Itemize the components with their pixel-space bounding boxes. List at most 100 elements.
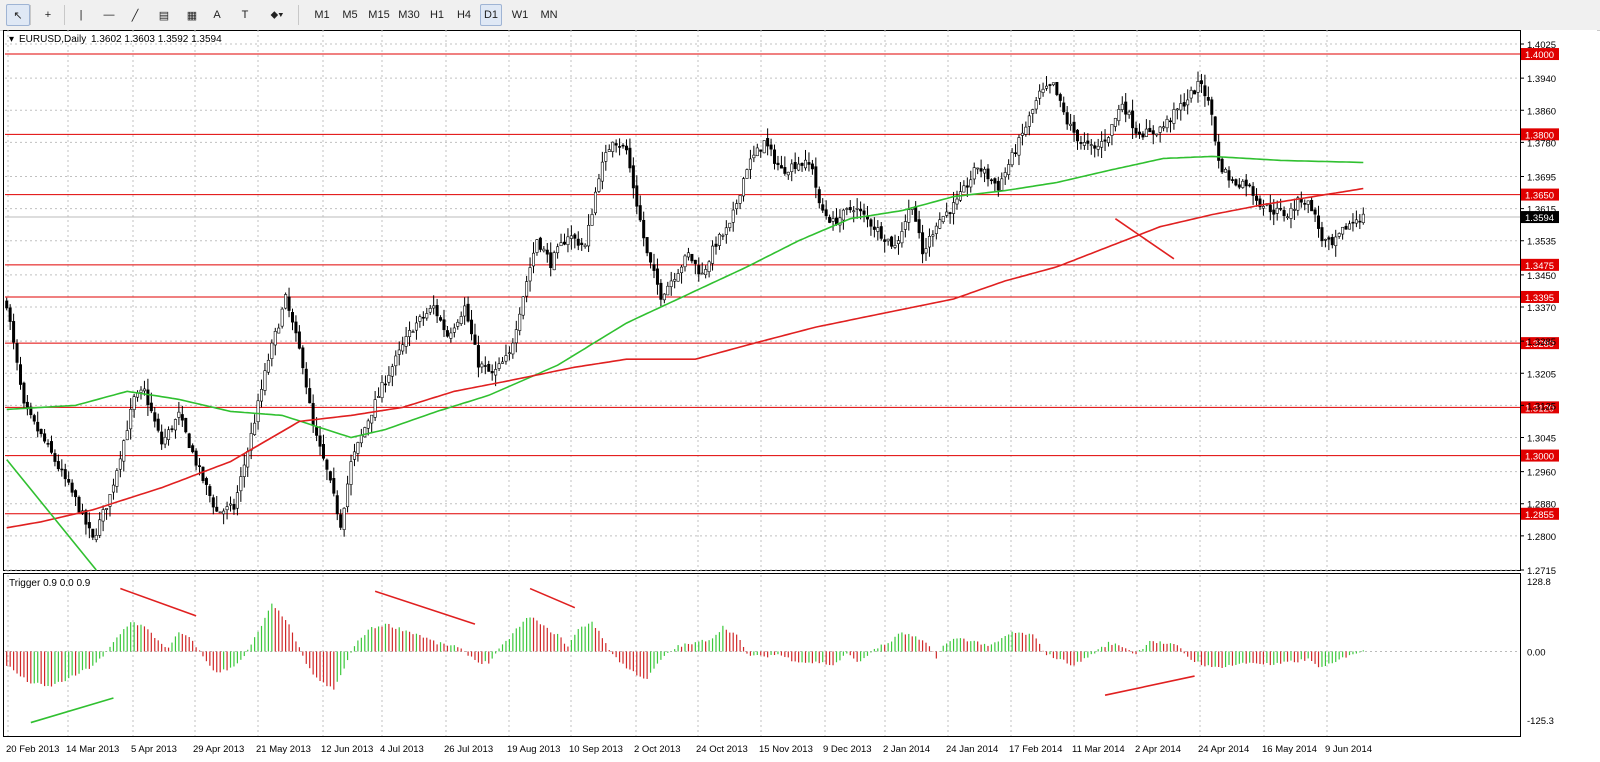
candle-bull — [1069, 123, 1073, 126]
candle-bear — [948, 212, 952, 215]
price-tick-label: 1.3940 — [1527, 74, 1556, 85]
candle-bull — [514, 329, 518, 344]
candle-bear — [74, 490, 78, 498]
candle-bear — [36, 421, 40, 432]
candle-bull — [101, 509, 105, 522]
indicator-tick-label: 128.8 — [1527, 577, 1551, 588]
candle-bull — [786, 171, 790, 176]
candle-bull — [229, 503, 233, 506]
candle-bear — [211, 497, 215, 508]
timeframe-m1-button[interactable]: M1 — [314, 9, 330, 21]
level-price-badge — [1521, 337, 1559, 350]
timeframe-w1-button[interactable]: W1 — [511, 9, 529, 21]
candle-bull — [559, 242, 563, 247]
candle-bear — [53, 453, 57, 462]
candle-bull — [1341, 226, 1345, 235]
candle-bear — [1141, 133, 1145, 138]
timeframe-h4-button[interactable]: H4 — [456, 9, 472, 21]
timeframe-h1-button[interactable]: H1 — [429, 9, 445, 21]
candle-bear — [170, 428, 174, 430]
candle-bear — [1131, 110, 1135, 129]
date-label: 26 Jul 2013 — [444, 744, 493, 755]
vertical-line-icon[interactable]: | — [79, 9, 83, 21]
indicator-trendline — [120, 587, 197, 617]
candle-bull — [1045, 85, 1049, 89]
indicator-tick-label: -125.3 — [1527, 716, 1554, 727]
candle-bull — [273, 331, 277, 346]
candle-bull — [700, 272, 704, 275]
candle-bear — [198, 465, 202, 467]
candle-bull — [132, 396, 136, 410]
level-price-label: 1.3120 — [1525, 403, 1554, 414]
text-label-icon[interactable]: T — [241, 9, 249, 21]
current-price-badge — [1521, 211, 1559, 224]
trendline-icon[interactable]: ╱ — [131, 9, 139, 22]
candle-bear — [1182, 102, 1186, 107]
candle-bull — [683, 255, 687, 268]
candle-bear — [421, 316, 425, 319]
symbol-menu-icon[interactable]: ▾ — [9, 34, 14, 45]
candle-bull — [94, 535, 98, 540]
price-trendline — [1114, 218, 1175, 260]
candle-bull — [1189, 89, 1193, 99]
candle-bear — [807, 162, 811, 165]
candle-bear — [46, 443, 50, 445]
timeframe-m5-button[interactable]: M5 — [342, 9, 358, 21]
candle-bear — [156, 418, 160, 431]
candle-bear — [466, 303, 470, 322]
candle-bear — [332, 478, 336, 494]
candle-bear — [549, 252, 553, 269]
candle-bull — [414, 322, 418, 331]
candle-bull — [401, 344, 405, 352]
chart-window[interactable]: 1.4000 1.3800 1.3650 1.3475 1.3395 1.3280 1.31… — [3, 30, 1597, 757]
candle-bear — [628, 147, 632, 169]
timeframe-d1-button[interactable]: D1 — [480, 4, 502, 26]
price-chart[interactable]: 1.4000 1.3800 1.3650 1.3475 1.3395 1.3280 1.31… — [3, 30, 1597, 757]
candle-bull — [521, 296, 525, 316]
shapes-dropdown-icon[interactable]: ⬥▾ — [270, 8, 284, 21]
candle-bear — [215, 506, 219, 512]
candle-bull — [235, 492, 239, 509]
candle-bull — [662, 293, 666, 301]
candle-bear — [793, 162, 797, 170]
equidistant-channel-icon[interactable]: ▤ — [158, 9, 170, 22]
timeframe-m30-button[interactable]: M30 — [398, 9, 420, 21]
candle-bear — [160, 431, 164, 445]
candle-bear — [1124, 101, 1128, 115]
candle-bull — [408, 330, 412, 337]
candle-bear — [783, 167, 787, 174]
date-label: 29 Apr 2013 — [193, 744, 244, 755]
candle-bear — [879, 226, 883, 239]
date-label: 11 Mar 2014 — [1072, 744, 1125, 755]
candle-bull — [425, 313, 429, 319]
candle-bull — [504, 355, 508, 362]
candle-bull — [1275, 207, 1279, 214]
candle-bear — [1055, 81, 1059, 95]
horizontal-line-icon[interactable]: — — [103, 9, 115, 21]
cursor-icon[interactable]: ↖ — [6, 4, 30, 26]
candle-bull — [552, 252, 556, 271]
candle-bear — [645, 237, 649, 254]
candle-bull — [452, 327, 456, 333]
fibonacci-retracement-icon[interactable]: ▦ — [186, 9, 198, 22]
candle-bull — [983, 168, 987, 174]
candle-bear — [1062, 102, 1066, 113]
timeframe-mn-button[interactable]: MN — [540, 9, 558, 21]
timeframe-m15-button[interactable]: M15 — [368, 9, 390, 21]
indicator-trendline — [529, 587, 576, 609]
text-icon[interactable]: A — [213, 9, 221, 21]
candle-bear — [294, 321, 298, 334]
candle-bear — [1148, 127, 1152, 133]
candle-bear — [800, 162, 804, 166]
candle-bull — [1165, 119, 1169, 129]
candle-bear — [297, 331, 301, 349]
candle-bear — [290, 312, 294, 323]
toolbar-separator — [64, 5, 65, 25]
candle-bear — [63, 469, 67, 480]
candle-bear — [921, 232, 925, 255]
candle-bull — [246, 451, 250, 468]
candle-bear — [146, 389, 150, 406]
crosshair-icon[interactable]: + — [44, 9, 52, 21]
candle-bear — [383, 383, 387, 386]
candle-bull — [356, 442, 360, 454]
